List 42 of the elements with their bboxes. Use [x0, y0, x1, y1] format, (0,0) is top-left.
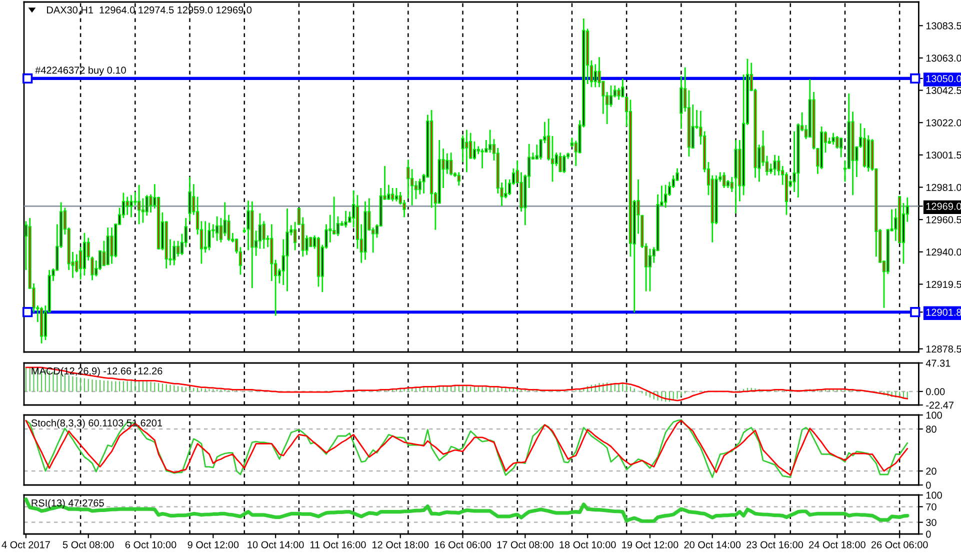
x-tick-label: 10 Oct 14:00: [248, 541, 304, 548]
y-tick-label: -22.47: [926, 402, 954, 409]
y-tick-label: 0.00: [926, 388, 945, 396]
y-tick-label: 12878.5: [926, 345, 961, 353]
y-tick-label: 13042.5: [926, 86, 961, 94]
y-tick-label: 13022.0: [926, 119, 961, 126]
x-tick-label: 23 Oct 16:00: [746, 541, 804, 548]
y-tick-label: 80: [926, 426, 936, 433]
x-tick-label: 19 Oct 12:00: [622, 541, 678, 548]
x-tick-label: 5 Oct 08:00: [62, 541, 114, 548]
y-tick-label: 12901.8: [926, 308, 961, 316]
x-tick-label: 20 Oct 14:00: [684, 541, 741, 548]
y-tick-label: 13050.0: [926, 75, 961, 82]
y-tick-label: 12981.0: [926, 184, 961, 191]
y-tick-label: 13063.0: [926, 54, 961, 62]
y-tick-label: 13083.5: [926, 22, 961, 30]
y-tick-label: 12960.5: [926, 216, 961, 224]
y-tick-label: 12940.0: [926, 248, 961, 256]
y-tick-label: 70: [926, 503, 936, 510]
x-tick-label: 16 Oct 06:00: [434, 541, 492, 548]
y-tick-label: 100: [926, 412, 942, 419]
y-tick-label: 13001.5: [926, 152, 961, 159]
x-tick-label: 4 Oct 2017: [2, 541, 50, 548]
y-tick-label: 12919.5: [926, 280, 961, 288]
x-tick-label: 9 Oct 12:00: [188, 541, 239, 548]
x-tick-label: 18 Oct 10:00: [560, 541, 616, 548]
y-tick-label: 0: [926, 530, 931, 538]
chart-title: DAX30,H1 12964.0 12974.5 12959.0 12969.0: [47, 6, 252, 15]
x-tick-label: 17 Oct 08:00: [497, 541, 554, 548]
x-tick-label: 26 Oct 06:00: [871, 541, 928, 548]
chart-title: RSI(13) 47.2765: [32, 499, 104, 508]
x-tick-label: 11 Oct 16:00: [310, 541, 366, 548]
x-tick-label: 6 Oct 10:00: [125, 541, 176, 548]
x-tick-label: 24 Oct 18:00: [809, 541, 866, 548]
ref-line-label: #42246372 buy 0.10: [35, 66, 126, 76]
y-tick-label: 0: [926, 482, 931, 489]
y-tick-label: 30: [926, 518, 936, 526]
y-tick-label: 100: [926, 492, 942, 499]
y-tick-label: 12969.0: [926, 202, 961, 210]
y-tick-label: 47.31: [926, 360, 950, 367]
y-tick-label: 20: [926, 468, 936, 475]
x-tick-label: 12 Oct 18:00: [372, 541, 429, 548]
